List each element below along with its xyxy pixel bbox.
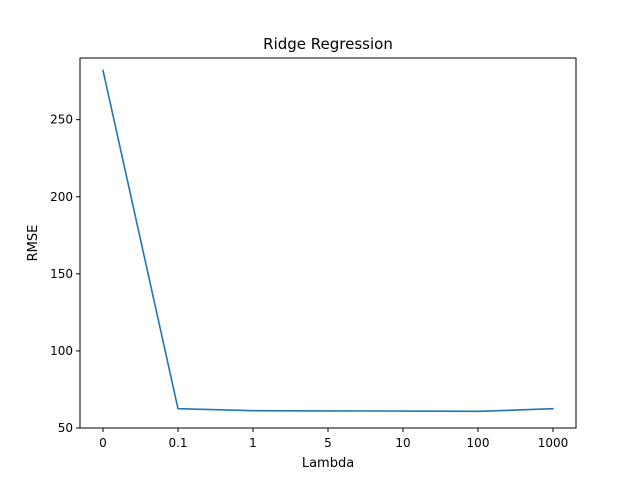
x-tick-label: 100 bbox=[467, 436, 490, 450]
x-tick-label: 0.1 bbox=[168, 436, 187, 450]
y-tick-label: 200 bbox=[50, 190, 73, 204]
x-axis-label: Lambda bbox=[302, 456, 354, 471]
plot-frame bbox=[79, 57, 577, 429]
plot-area bbox=[80, 58, 576, 428]
y-axis-label: RMSE bbox=[26, 225, 41, 262]
y-tick-label: 150 bbox=[50, 267, 73, 281]
axis-ticks: 0 0.1 1 5 10 100 1000 50 100 150 200 250 bbox=[50, 113, 568, 450]
x-tick-label: 5 bbox=[324, 436, 332, 450]
y-tick-label: 50 bbox=[58, 421, 73, 435]
x-tick-label: 1000 bbox=[538, 436, 569, 450]
chart-title: Ridge Regression bbox=[263, 35, 393, 53]
y-tick-label: 100 bbox=[50, 344, 73, 358]
x-tick-label: 10 bbox=[395, 436, 410, 450]
series-line-1 bbox=[102, 69, 554, 413]
y-tick-label: 250 bbox=[50, 113, 73, 127]
series-lines bbox=[102, 69, 554, 413]
x-tick-label: 1 bbox=[249, 436, 257, 450]
x-tick-label: 0 bbox=[99, 436, 107, 450]
